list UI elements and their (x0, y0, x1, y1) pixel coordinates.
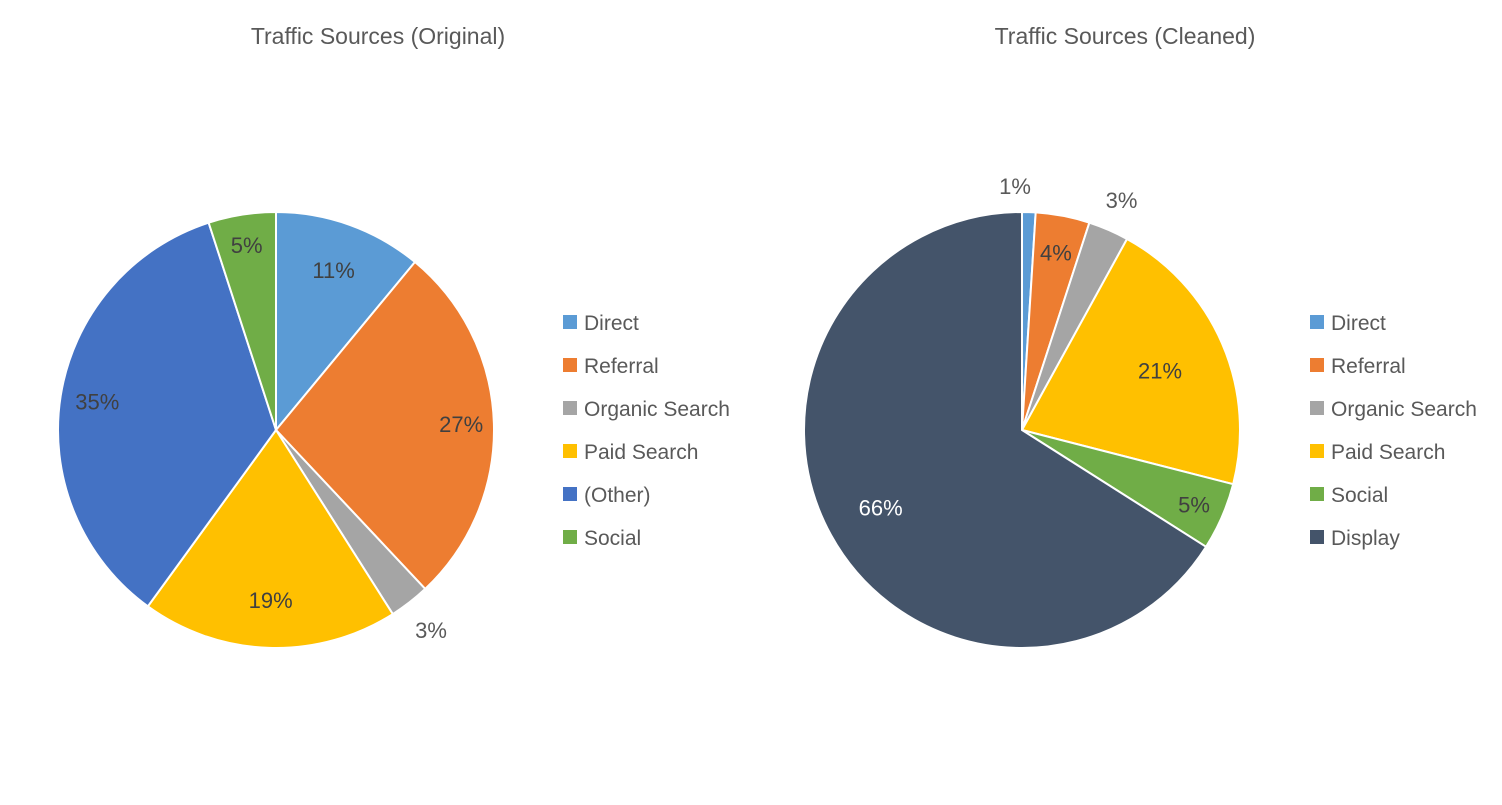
legend-swatch (1310, 444, 1324, 458)
chart-title-original: Traffic Sources (Original) (251, 23, 505, 49)
legend-label: Referral (1331, 355, 1406, 378)
pie-slices-original (57, 210, 495, 649)
pie-labels-original: 11% 27% 3% 19% 35% 5% (75, 233, 483, 643)
pie-label-social: 5% (1178, 492, 1210, 517)
legend-swatch (563, 315, 577, 329)
legend-swatch (563, 358, 577, 372)
pie-labels-cleaned: 1% 4% 3% 21% 5% 66% (859, 174, 1210, 521)
legend-label: Direct (584, 312, 639, 335)
pie-slice-display (802, 210, 1208, 649)
pie-slices-cleaned (802, 210, 1241, 649)
pie-slice-referral (274, 260, 495, 591)
chart-title-cleaned: Traffic Sources (Cleaned) (995, 23, 1256, 49)
pie-slice-social (207, 210, 277, 431)
pie-slice-paid-search (1020, 237, 1241, 486)
pie-chart-cleaned: Traffic Sources (Cleaned) 1% 4% 3% 21% 5% 66%… (802, 23, 1477, 649)
legend-label: Display (1331, 527, 1400, 550)
pie-label-referral: 4% (1040, 240, 1072, 265)
legend-label: Referral (584, 355, 659, 378)
pie-label-direct: 1% (999, 174, 1031, 199)
pie-chart-original: Traffic Sources (Original) 11% 27% 3% 19% 35… (57, 23, 730, 649)
legend-swatch (1310, 401, 1324, 415)
pie-slice-paid-search (146, 428, 395, 649)
legend-label: Organic Search (1331, 398, 1477, 421)
pie-slice-direct (275, 210, 417, 433)
legend-swatch (563, 444, 577, 458)
legend-label: Social (584, 527, 641, 550)
legend-swatch (1310, 530, 1324, 544)
pie-label-organic-search: 3% (1106, 188, 1138, 213)
legend-label: Paid Search (584, 441, 698, 464)
legend-swatch (1310, 358, 1324, 372)
pie-label-display: 66% (859, 496, 903, 521)
legend-label: Organic Search (584, 398, 730, 421)
legend-swatch (563, 530, 577, 544)
legend-label: Social (1331, 484, 1388, 507)
legend-cleaned: Direct Referral Organic Search Paid Search S… (1310, 312, 1477, 550)
pie-label-other: 35% (75, 390, 119, 415)
legend-swatch (1310, 315, 1324, 329)
pie-label-paid-search: 19% (249, 588, 293, 613)
pie-slice-other (57, 221, 278, 608)
pie-label-referral: 27% (439, 412, 483, 437)
legend-label: (Other) (584, 484, 651, 507)
legend-swatch (563, 401, 577, 415)
pie-label-organic-search: 3% (415, 618, 447, 643)
pie-label-paid-search: 21% (1138, 358, 1182, 383)
legend-original: Direct Referral Organic Search Paid Search (… (563, 312, 730, 550)
pie-label-social: 5% (231, 233, 263, 258)
legend-label: Paid Search (1331, 441, 1445, 464)
legend-swatch (563, 487, 577, 501)
legend-swatch (1310, 487, 1324, 501)
pie-label-direct: 11% (312, 258, 354, 283)
legend-label: Direct (1331, 312, 1386, 335)
